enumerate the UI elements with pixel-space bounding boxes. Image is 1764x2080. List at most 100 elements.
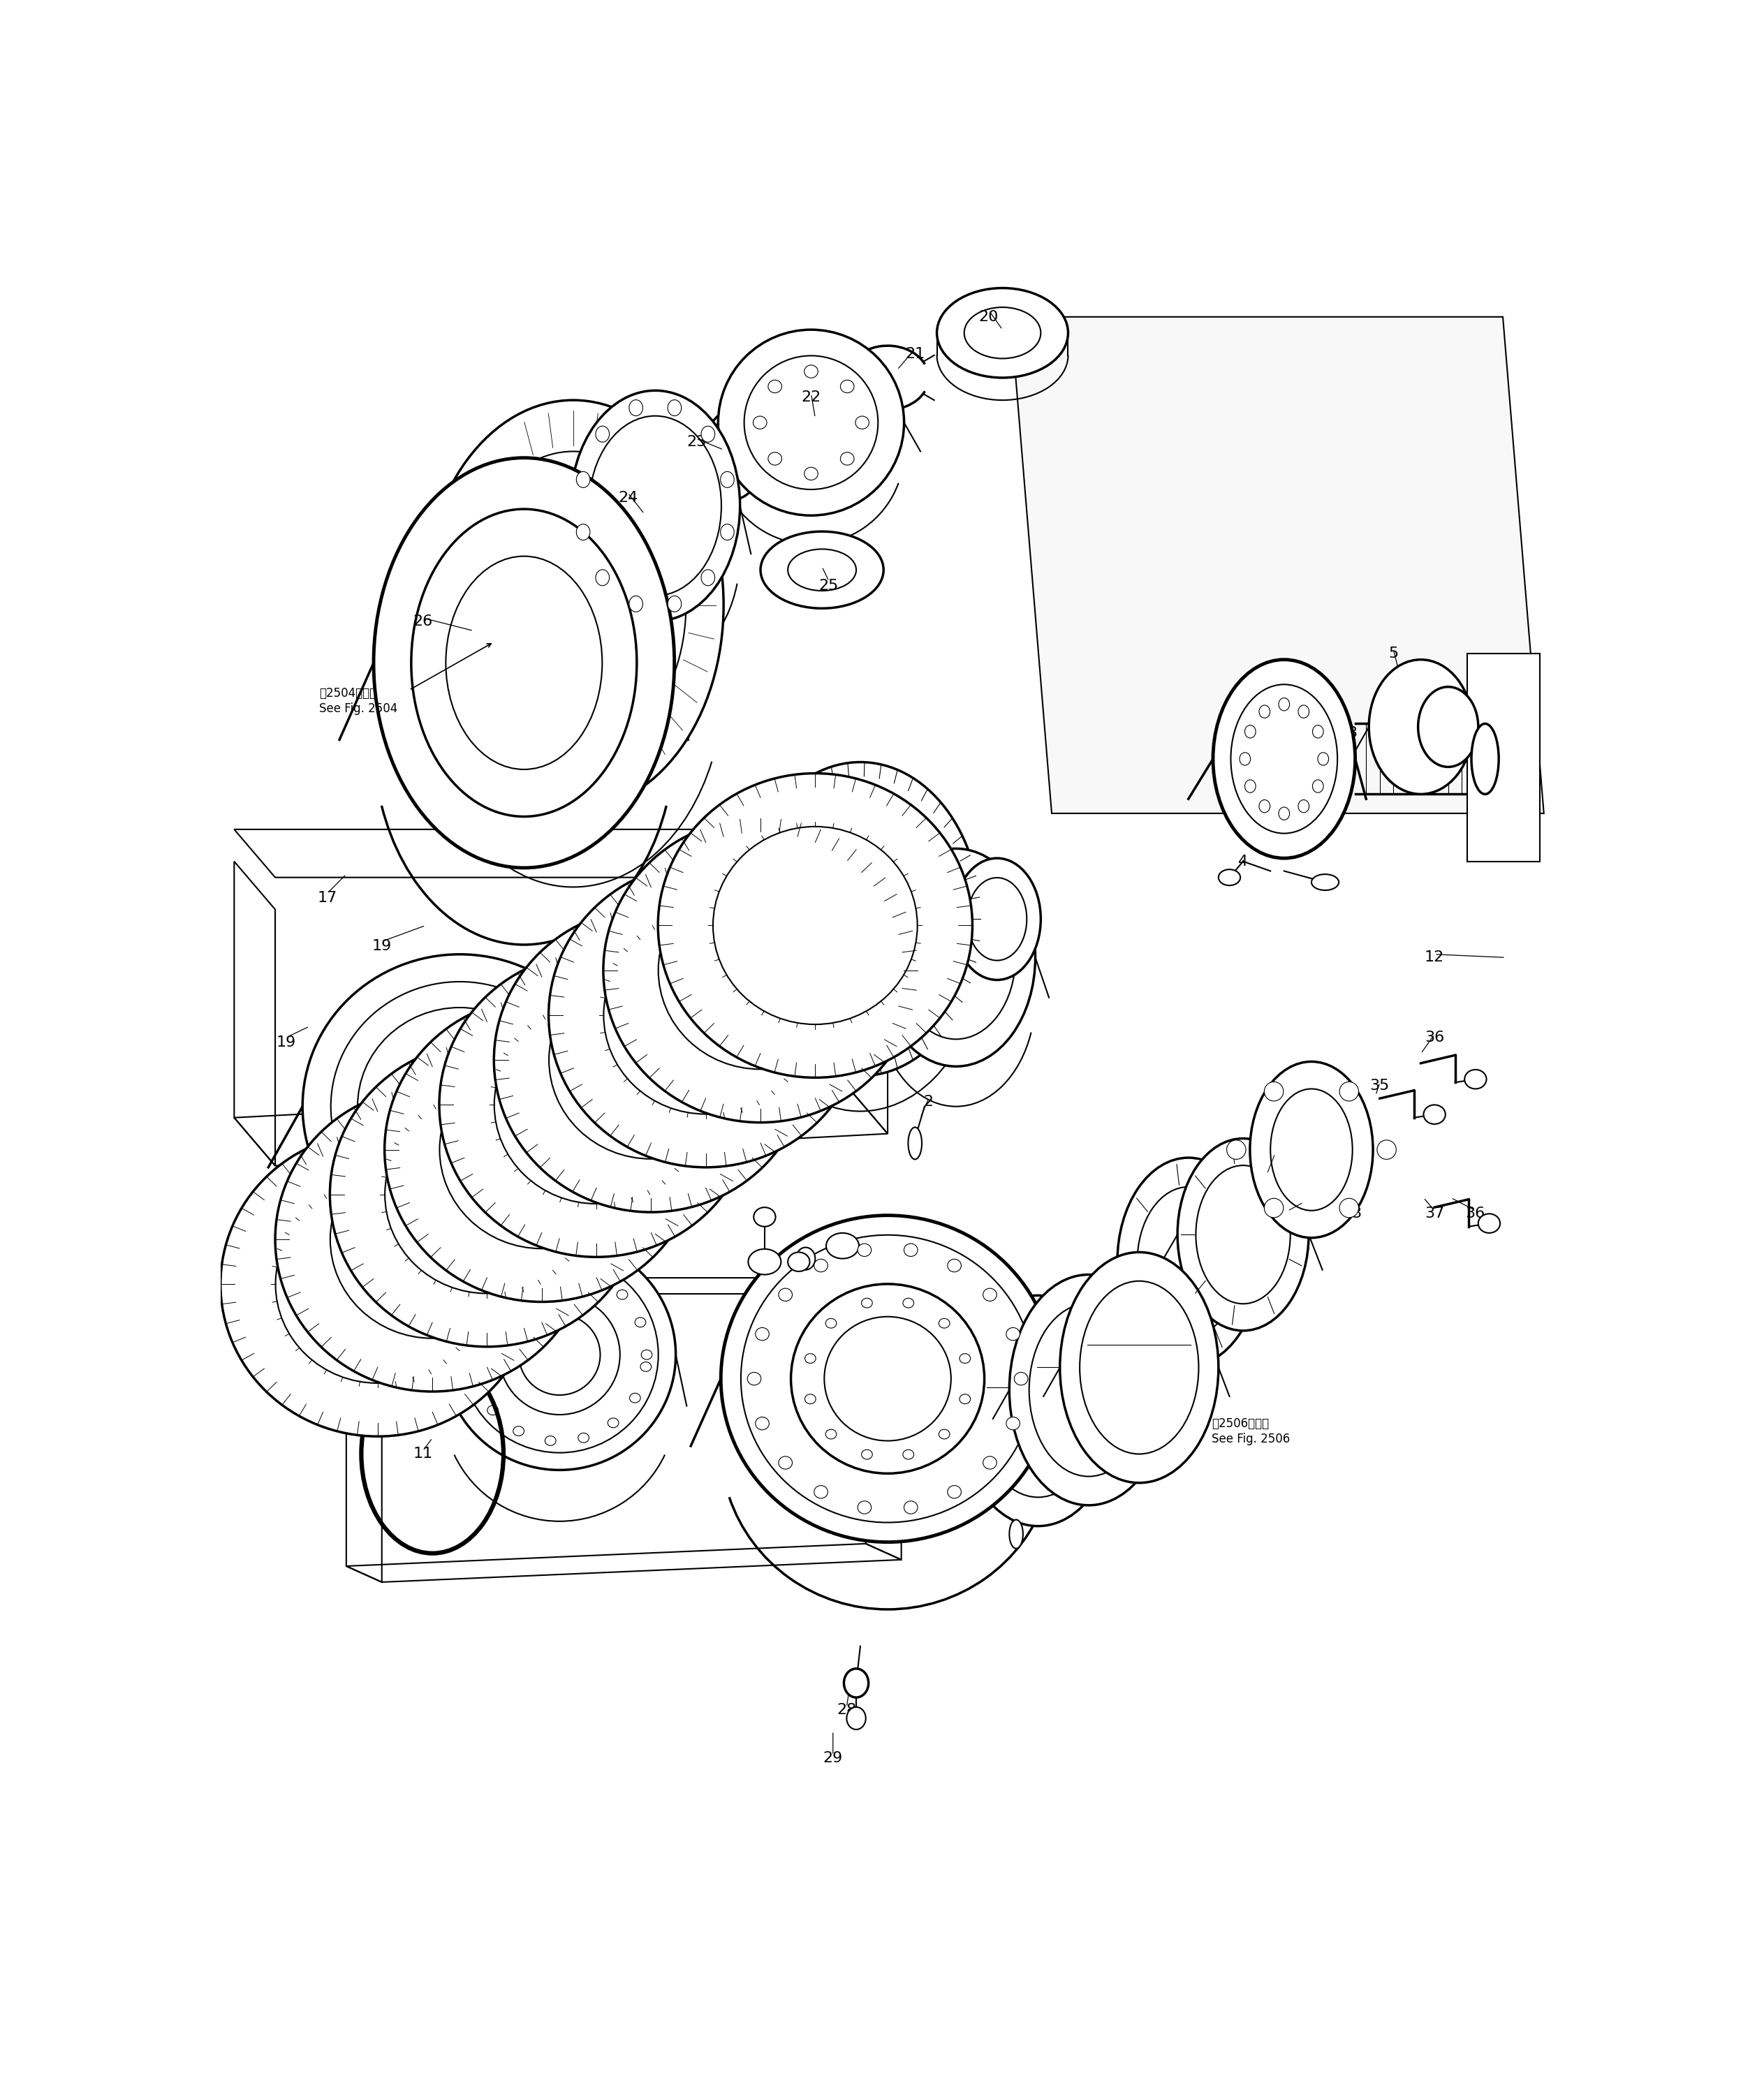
- Ellipse shape: [630, 1394, 640, 1402]
- Ellipse shape: [815, 1485, 827, 1498]
- Ellipse shape: [275, 1186, 480, 1383]
- Ellipse shape: [1318, 753, 1328, 765]
- Ellipse shape: [1245, 780, 1256, 792]
- Ellipse shape: [460, 1256, 658, 1452]
- Text: 33: 33: [1342, 1206, 1362, 1221]
- Ellipse shape: [1005, 1327, 1020, 1340]
- Ellipse shape: [1279, 699, 1289, 711]
- Ellipse shape: [589, 1271, 600, 1281]
- Ellipse shape: [840, 451, 854, 466]
- Ellipse shape: [524, 1269, 534, 1279]
- Ellipse shape: [411, 510, 637, 817]
- Text: 29: 29: [824, 1751, 843, 1766]
- Ellipse shape: [669, 399, 681, 416]
- Ellipse shape: [494, 1007, 699, 1204]
- Ellipse shape: [358, 1007, 563, 1204]
- Text: 11: 11: [413, 1448, 432, 1460]
- Ellipse shape: [1074, 1396, 1097, 1416]
- Ellipse shape: [721, 1215, 1055, 1541]
- Ellipse shape: [947, 1485, 961, 1498]
- Ellipse shape: [840, 381, 854, 393]
- Ellipse shape: [979, 1325, 1097, 1498]
- Ellipse shape: [609, 1419, 619, 1427]
- Text: 5: 5: [979, 886, 988, 901]
- Ellipse shape: [1265, 1082, 1284, 1100]
- Ellipse shape: [778, 1456, 792, 1468]
- Text: 15: 15: [841, 855, 863, 867]
- Text: 25: 25: [818, 578, 838, 593]
- Ellipse shape: [1312, 780, 1323, 792]
- Ellipse shape: [1279, 807, 1289, 820]
- Ellipse shape: [1251, 1061, 1372, 1238]
- Ellipse shape: [476, 1312, 487, 1321]
- Ellipse shape: [877, 849, 1035, 1067]
- Ellipse shape: [1378, 1140, 1397, 1159]
- Ellipse shape: [439, 953, 753, 1256]
- Ellipse shape: [741, 761, 981, 1075]
- Ellipse shape: [513, 1427, 524, 1435]
- Text: 9: 9: [801, 1254, 810, 1269]
- Ellipse shape: [1060, 1252, 1219, 1483]
- Ellipse shape: [903, 1502, 917, 1514]
- Ellipse shape: [767, 797, 954, 1042]
- Text: 8: 8: [760, 1271, 769, 1285]
- Ellipse shape: [826, 1233, 859, 1258]
- Text: 6: 6: [937, 928, 947, 942]
- Ellipse shape: [1214, 659, 1355, 859]
- Ellipse shape: [446, 555, 602, 770]
- Ellipse shape: [903, 1298, 914, 1308]
- Ellipse shape: [1245, 726, 1256, 738]
- Ellipse shape: [1464, 1069, 1487, 1088]
- Ellipse shape: [960, 1354, 970, 1362]
- Text: 36: 36: [1466, 1206, 1485, 1221]
- Ellipse shape: [903, 1244, 917, 1256]
- Ellipse shape: [1418, 686, 1478, 768]
- Text: 22: 22: [801, 389, 820, 404]
- Text: 19: 19: [277, 1036, 296, 1050]
- Ellipse shape: [861, 1298, 873, 1308]
- Polygon shape: [1011, 316, 1544, 813]
- Ellipse shape: [603, 917, 808, 1115]
- Ellipse shape: [1265, 1198, 1284, 1217]
- Text: 第2506図参照
See Fig. 2506: 第2506図参照 See Fig. 2506: [1212, 1419, 1289, 1446]
- Ellipse shape: [635, 1317, 646, 1327]
- Ellipse shape: [332, 982, 589, 1231]
- Polygon shape: [1092, 1400, 1134, 1475]
- Text: 5: 5: [1388, 647, 1399, 659]
- Ellipse shape: [720, 524, 734, 541]
- Ellipse shape: [630, 595, 642, 612]
- Ellipse shape: [1311, 874, 1339, 890]
- Text: 37: 37: [1425, 1206, 1445, 1221]
- Ellipse shape: [1339, 1198, 1358, 1217]
- Ellipse shape: [423, 399, 723, 809]
- Ellipse shape: [1037, 1450, 1053, 1464]
- Ellipse shape: [1009, 1520, 1023, 1548]
- Text: 28: 28: [836, 1704, 857, 1718]
- Text: 20: 20: [979, 310, 998, 324]
- Ellipse shape: [519, 1315, 600, 1396]
- Ellipse shape: [1270, 1088, 1353, 1211]
- Ellipse shape: [824, 1317, 951, 1441]
- Text: 第2504図参照
See Fig. 2504: 第2504図参照 See Fig. 2504: [319, 686, 397, 716]
- Ellipse shape: [748, 1373, 760, 1385]
- Ellipse shape: [549, 961, 753, 1159]
- Text: 18: 18: [700, 1063, 720, 1077]
- Ellipse shape: [603, 817, 917, 1123]
- Ellipse shape: [753, 416, 767, 428]
- Ellipse shape: [494, 907, 808, 1213]
- Ellipse shape: [1471, 724, 1499, 795]
- Ellipse shape: [496, 1285, 506, 1296]
- Text: 34: 34: [1316, 1127, 1335, 1140]
- Ellipse shape: [630, 399, 642, 416]
- Ellipse shape: [789, 1252, 810, 1271]
- Ellipse shape: [744, 356, 878, 489]
- Ellipse shape: [767, 451, 781, 466]
- Ellipse shape: [642, 1350, 653, 1360]
- Ellipse shape: [1259, 801, 1270, 813]
- Ellipse shape: [826, 1429, 836, 1439]
- Ellipse shape: [857, 1244, 871, 1256]
- Ellipse shape: [856, 416, 870, 428]
- Ellipse shape: [658, 774, 972, 1077]
- Text: 14: 14: [1014, 1414, 1034, 1429]
- Ellipse shape: [330, 1042, 644, 1346]
